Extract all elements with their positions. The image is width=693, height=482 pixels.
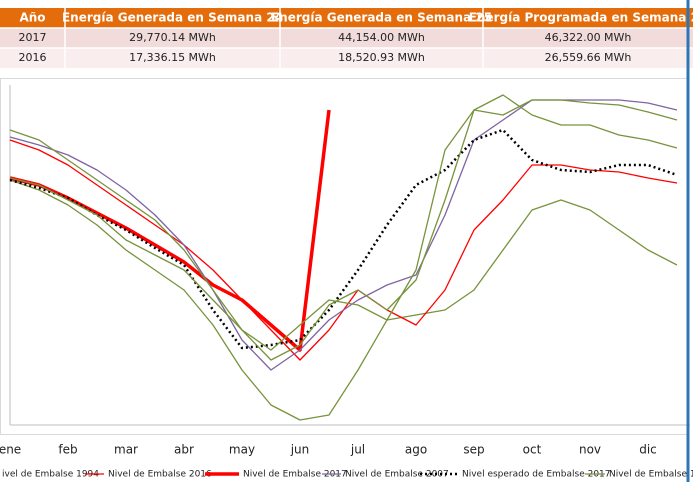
x-tick-label: oct [523,443,542,457]
x-tick-label: ago [405,443,427,457]
x-tick-label: nov [579,443,601,457]
table-cell: 29,770.14 MWh [129,31,216,44]
table-row-bg [0,48,693,68]
series-line [9,99,678,351]
table-header-cell: Energía Generada en Semana 25 [271,11,492,25]
series-line [9,99,678,371]
series-line [9,179,678,421]
table-cell: 2017 [19,31,47,44]
x-tick-label: abr [174,443,194,457]
plot-frame [0,78,689,435]
x-tick-label: mar [114,443,138,457]
table-row-bg [0,28,693,48]
table-cell: 44,154.00 MWh [338,31,425,44]
legend-label: Nivel esperado de Embalse 2017 [462,470,611,480]
series-line [9,128,678,350]
table-header-bg [0,8,693,28]
table-cell: 26,559.66 MWh [545,51,632,64]
table-cell: 18,520.93 MWh [338,51,425,64]
x-tick-label: feb [58,443,77,457]
x-tick-label: sep [463,443,484,457]
table-header-cell: Energía Programada en Semana 26 [469,11,693,25]
x-tick-label: may [229,443,255,457]
content: Año Energía Generada en Semana 24Energía … [0,11,693,480]
legend-label: Nivel de Embalse 2017 [243,470,347,480]
x-tick-label: jul [350,443,365,457]
legend-label: Nivel de Embalse 19 [609,470,693,480]
table-cell: 2016 [19,51,47,64]
table-header-cell: Año [19,11,45,25]
table-dividers [0,8,693,68]
legend-label: ivel de Embalse 1994 [2,470,99,480]
x-tick-label: dic [639,443,657,457]
x-tick-label: ene [0,443,21,457]
table-header-cell: Energía Generada en Semana 24 [62,11,283,25]
table-cell: 17,336.15 MWh [129,51,216,64]
series-line [9,139,678,361]
legend-label: Nivel de Embalse 2007 [345,470,449,480]
legend-label: Nivel de Embalse 2016 [108,470,212,480]
series-line [9,94,678,361]
table-cell: 46,322.00 MWh [545,31,632,44]
x-tick-label: jun [290,443,310,457]
